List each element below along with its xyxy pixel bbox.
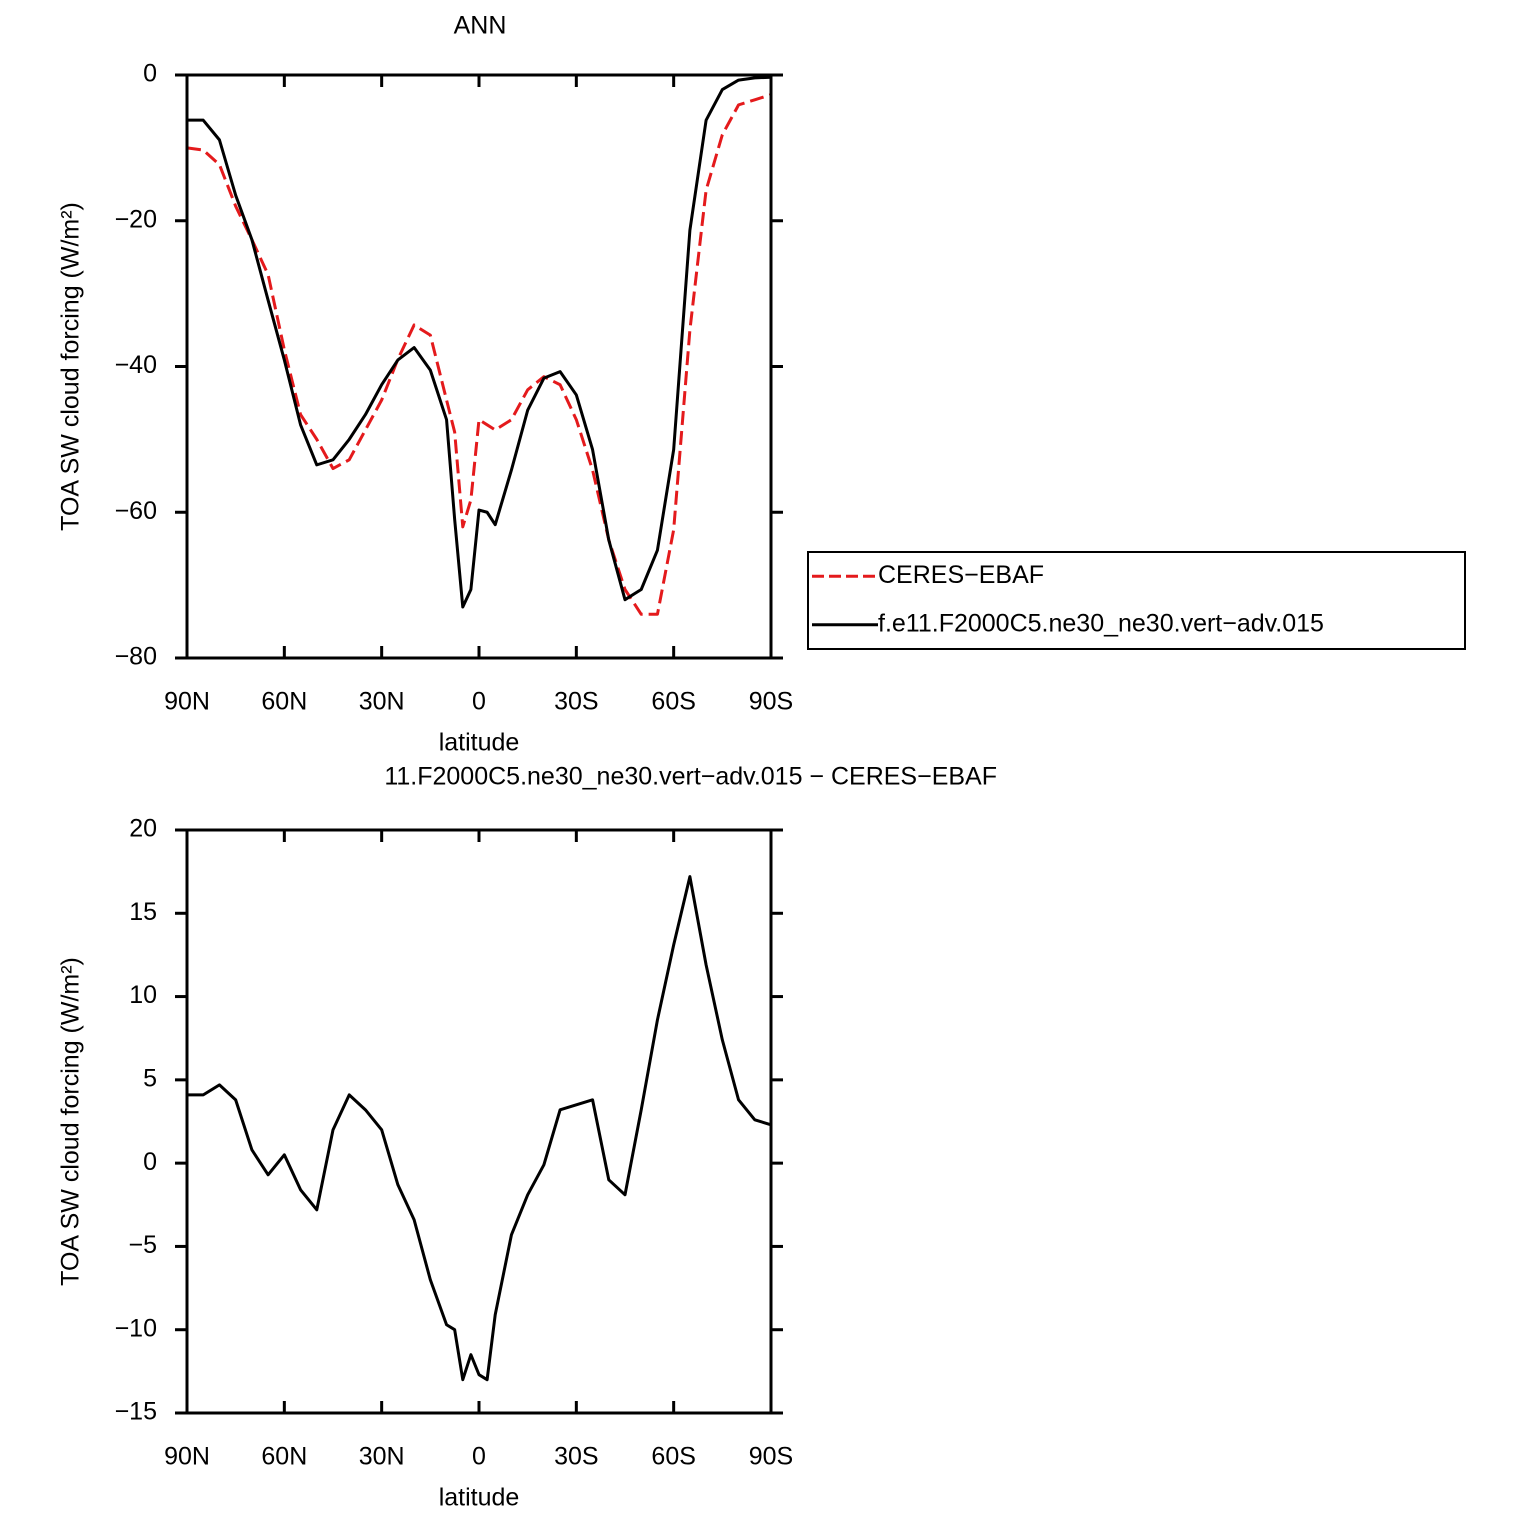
chart-title: ANN (454, 12, 507, 40)
x-tick-label: 30S (554, 1443, 598, 1471)
y-tick-label: −10 (115, 1314, 157, 1342)
y-axis-label: TOA SW cloud forcing (W/m²) (57, 202, 85, 531)
data-line (187, 75, 772, 609)
x-tick-label: 60S (651, 688, 695, 716)
y-tick-label: 20 (129, 815, 157, 843)
x-tick-label: 90S (749, 1443, 793, 1471)
y-tick-label: 10 (129, 981, 157, 1009)
y-tick-label: −80 (115, 643, 157, 671)
y-tick-label: 15 (129, 898, 157, 926)
y-tick-label: 0 (143, 60, 157, 88)
x-tick-label: 90N (164, 688, 210, 716)
x-tick-label: 30N (359, 1443, 405, 1471)
legend-label: f.e11.F2000C5.ne30_ne30.vert−adv.015 (878, 609, 1324, 637)
x-tick-label: 60S (651, 1443, 695, 1471)
y-tick-label: −60 (115, 497, 157, 525)
y-tick-label: 0 (143, 1148, 157, 1176)
x-axis-label: latitude (439, 729, 520, 757)
x-tick-label: 0 (472, 688, 486, 716)
y-tick-label: 5 (143, 1064, 157, 1092)
y-tick-label: −40 (115, 351, 157, 379)
legend-label: CERES−EBAF (878, 561, 1044, 589)
legend-box (807, 551, 1466, 650)
x-tick-label: 90S (749, 688, 793, 716)
y-tick-label: −5 (128, 1231, 157, 1259)
x-tick-label: 30N (359, 688, 405, 716)
data-line (186, 93, 772, 616)
x-tick-label: 0 (472, 1443, 486, 1471)
y-tick-label: −20 (115, 205, 157, 233)
data-line (187, 875, 772, 1382)
y-axis-label: TOA SW cloud forcing (W/m²) (57, 957, 85, 1286)
x-tick-label: 60N (261, 1443, 307, 1471)
chart-title: 11.F2000C5.ne30_ne30.vert−adv.015 − CERE… (384, 763, 997, 791)
x-tick-label: 30S (554, 688, 598, 716)
x-axis-label: latitude (439, 1484, 520, 1512)
y-tick-label: −15 (115, 1398, 157, 1426)
x-tick-label: 60N (261, 688, 307, 716)
x-tick-label: 90N (164, 1443, 210, 1471)
